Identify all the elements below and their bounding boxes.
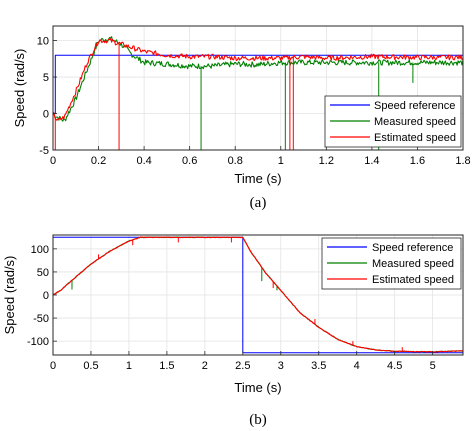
caption-b: (b)	[249, 412, 267, 428]
y-tick-label: -5	[39, 145, 49, 157]
y-tick-label: 50	[37, 267, 49, 279]
series-line-estimated-speed-a	[53, 38, 463, 121]
y-tick-label: 10	[37, 36, 49, 48]
x-tick-label: 1.8	[455, 155, 470, 167]
x-tick-label: 0.2	[91, 155, 106, 167]
x-tick-label: 1	[278, 155, 284, 167]
legend-label-reference-a: Speed reference	[374, 100, 455, 112]
legend-label-estimated-b: Estimated speed	[372, 274, 454, 286]
x-tick-label: 0.4	[136, 155, 151, 167]
x-tick-label: 1.5	[159, 360, 174, 372]
chart-panel-b: 0 0.5 1 1.5 2 2.5 3 3.5 4 4.5 5 -100 -50 0 50 100 Speed…	[2, 234, 464, 428]
x-tick-label: 2	[202, 360, 208, 372]
x-tick-label: 0.5	[83, 360, 98, 372]
x-tick-label: 1.6	[410, 155, 425, 167]
x-tick-label: 3	[278, 360, 284, 372]
legend-label-measured-b: Measured speed	[372, 258, 454, 270]
y-tick-label: -50	[33, 313, 49, 325]
legend-b: Speed reference Measured speed Estimated…	[321, 237, 462, 290]
x-tick-label: 3.5	[311, 360, 326, 372]
x-tick-label: 1.4	[364, 155, 379, 167]
x-axis-label-a: Time (s)	[234, 171, 281, 186]
x-tick-label: 0.8	[228, 155, 243, 167]
plot-frame-a	[52, 25, 464, 151]
ticks-b: 0 0.5 1 1.5 2 2.5 3 3.5 4 4.5 5 -100 -50 0 50 100	[27, 244, 436, 372]
legend-label-measured-a: Measured speed	[374, 116, 456, 128]
x-tick-label: 0.6	[182, 155, 197, 167]
y-axis-label-b: Speed (rad/s)	[2, 256, 17, 335]
x-tick-label: 4	[354, 360, 360, 372]
y-axis-label-a: Speed (rad/s)	[12, 49, 27, 128]
x-axis-label-b: Time (s)	[234, 380, 281, 395]
x-tick-label: 4.5	[387, 360, 402, 372]
y-tick-label: -100	[27, 336, 49, 348]
y-tick-label: 5	[43, 72, 49, 84]
x-tick-label: 5	[430, 360, 436, 372]
x-tick-label: 0	[50, 360, 56, 372]
legend-label-estimated-a: Estimated speed	[374, 132, 456, 144]
caption-a: (a)	[250, 195, 267, 211]
y-tick-label: 0	[43, 290, 49, 302]
x-tick-label: 2.5	[235, 360, 250, 372]
y-tick-label: 0	[43, 109, 49, 121]
legend-label-reference-b: Speed reference	[372, 242, 453, 254]
legend-a: Speed reference Measured speed Estimated…	[324, 95, 462, 148]
x-tick-label: 1	[126, 360, 132, 372]
y-tick-label: 100	[31, 244, 49, 256]
x-tick-label: 1.2	[319, 155, 334, 167]
x-tick-label: 0	[50, 155, 56, 167]
grid-b	[52, 235, 463, 355]
